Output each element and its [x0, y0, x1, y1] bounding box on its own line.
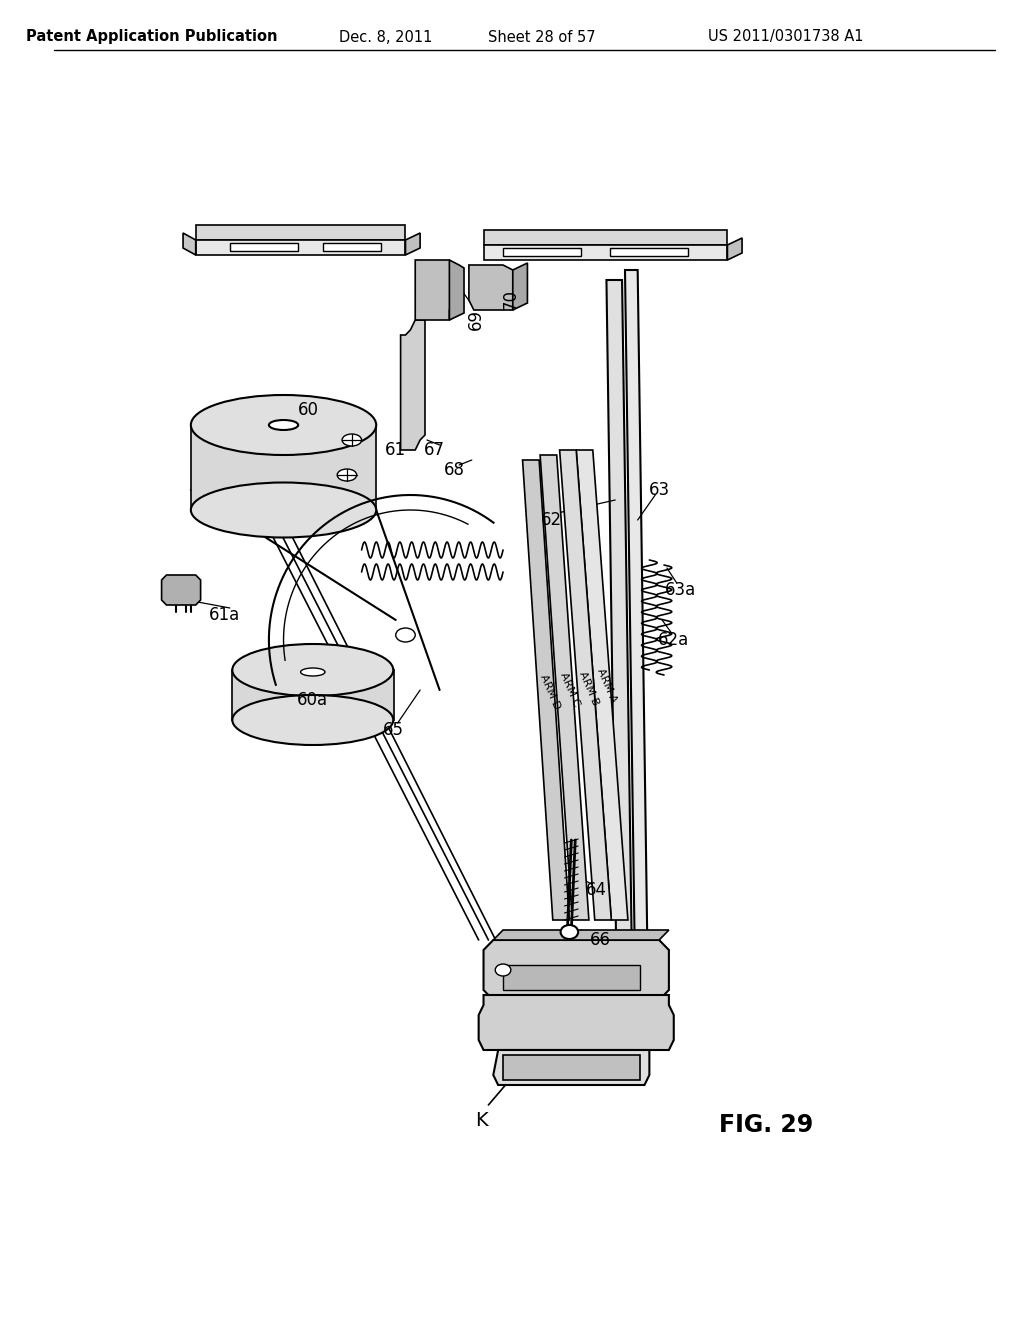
Text: 62a: 62a: [658, 631, 689, 649]
Polygon shape: [483, 940, 669, 1001]
Text: 65: 65: [383, 721, 404, 739]
Polygon shape: [560, 450, 611, 920]
Polygon shape: [540, 455, 589, 920]
Text: 69: 69: [467, 309, 484, 330]
Bar: [503, 965, 640, 990]
Text: 62: 62: [542, 511, 562, 529]
Polygon shape: [406, 234, 420, 255]
Polygon shape: [606, 280, 632, 950]
Text: ARM C: ARM C: [558, 672, 581, 709]
Ellipse shape: [337, 469, 356, 480]
Text: 70: 70: [502, 289, 520, 310]
Text: ARM D: ARM D: [538, 673, 562, 711]
Text: ARM A: ARM A: [595, 667, 618, 704]
Text: Dec. 8, 2011: Dec. 8, 2011: [339, 29, 433, 45]
Polygon shape: [478, 995, 674, 1049]
Ellipse shape: [232, 644, 393, 696]
Polygon shape: [190, 425, 376, 510]
Ellipse shape: [301, 668, 325, 676]
Ellipse shape: [342, 434, 361, 446]
Text: 63: 63: [648, 480, 670, 499]
Text: FIG. 29: FIG. 29: [719, 1113, 814, 1137]
Ellipse shape: [269, 420, 298, 430]
Polygon shape: [183, 234, 196, 255]
Text: 60a: 60a: [297, 690, 329, 709]
Polygon shape: [625, 271, 647, 950]
Text: 68: 68: [443, 461, 465, 479]
Polygon shape: [494, 931, 669, 940]
Text: ARM B: ARM B: [578, 669, 600, 706]
Text: 67: 67: [424, 441, 445, 459]
Ellipse shape: [560, 925, 579, 939]
Text: Sheet 28 of 57: Sheet 28 of 57: [488, 29, 596, 45]
Text: K: K: [475, 1110, 487, 1130]
Bar: [503, 248, 581, 256]
Polygon shape: [416, 260, 459, 319]
Polygon shape: [513, 263, 527, 310]
Text: 60: 60: [297, 401, 318, 418]
Polygon shape: [196, 224, 406, 240]
Bar: [610, 248, 688, 256]
Polygon shape: [522, 459, 569, 920]
Text: 66: 66: [590, 931, 611, 949]
Ellipse shape: [496, 964, 511, 975]
Text: 61: 61: [385, 441, 407, 459]
Polygon shape: [483, 230, 727, 246]
Polygon shape: [483, 246, 727, 260]
Text: 63a: 63a: [665, 581, 696, 599]
Polygon shape: [577, 450, 628, 920]
Polygon shape: [727, 238, 742, 260]
Polygon shape: [450, 260, 464, 319]
Ellipse shape: [232, 696, 393, 744]
Ellipse shape: [190, 395, 376, 455]
Ellipse shape: [395, 628, 416, 642]
Text: Patent Application Publication: Patent Application Publication: [26, 29, 278, 45]
Polygon shape: [503, 1055, 640, 1080]
Ellipse shape: [190, 483, 376, 537]
Text: 61a: 61a: [209, 606, 241, 624]
Polygon shape: [196, 240, 406, 255]
Polygon shape: [231, 671, 394, 719]
Bar: [229, 243, 298, 251]
Polygon shape: [400, 319, 425, 450]
Polygon shape: [162, 576, 201, 605]
Polygon shape: [494, 1049, 649, 1085]
Bar: [323, 243, 381, 251]
Polygon shape: [469, 265, 513, 310]
Text: US 2011/0301738 A1: US 2011/0301738 A1: [709, 29, 863, 45]
Text: 64: 64: [586, 880, 607, 899]
